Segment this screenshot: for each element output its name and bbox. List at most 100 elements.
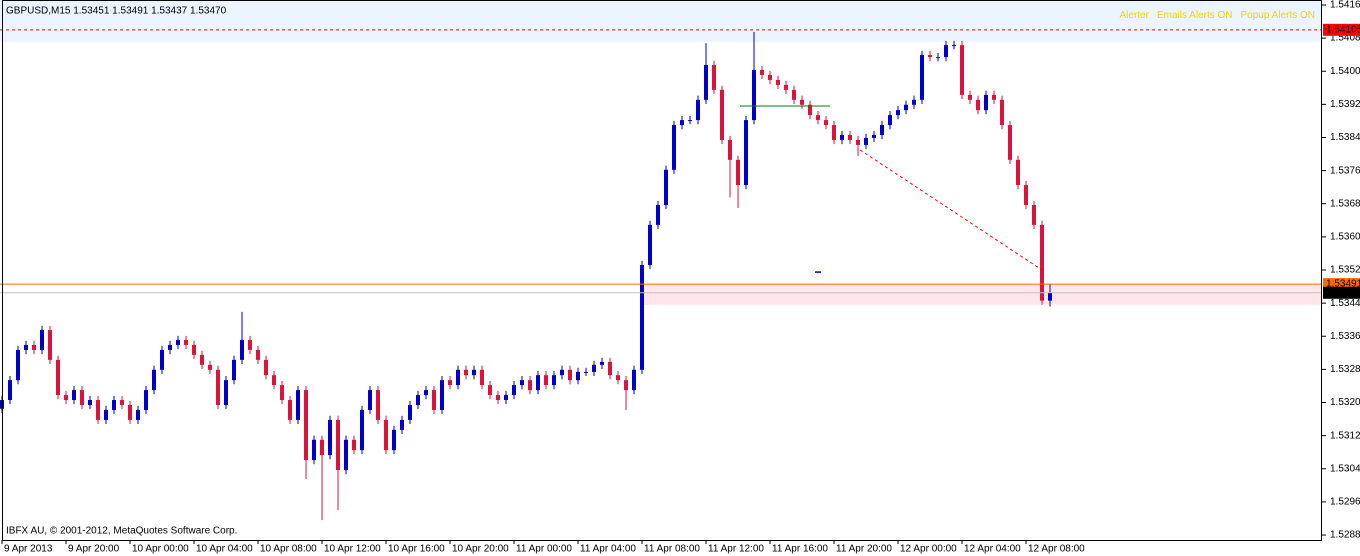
chart-title: GBPUSD,M15 1.53451 1.53491 1.53437 1.534… (6, 6, 227, 17)
candle-body (304, 390, 308, 461)
candle-body (840, 135, 844, 140)
candle-body (296, 390, 300, 420)
candle-body (776, 79, 780, 85)
candle-body (80, 390, 84, 405)
candle-body (336, 419, 340, 471)
candle-body (808, 104, 812, 116)
candle-body (280, 385, 284, 401)
candle-body (256, 349, 260, 360)
candle-body (120, 400, 124, 405)
candle-body (112, 400, 116, 410)
candle-body (656, 204, 660, 225)
candle-body (760, 69, 764, 75)
x-tick-label: 12 Apr 08:00 (1028, 544, 1085, 555)
candle-body (48, 330, 52, 360)
x-tick-label: 10 Apr 08:00 (260, 544, 317, 555)
candle-body (888, 115, 892, 126)
x-tick-label: 10 Apr 12:00 (324, 544, 381, 555)
candle-body (104, 409, 108, 420)
x-tick-label: 10 Apr 00:00 (132, 544, 189, 555)
candle-body (192, 344, 196, 355)
candle-body (40, 330, 44, 350)
candle-body (128, 405, 132, 420)
candle-body (392, 429, 396, 451)
candle-body (736, 159, 740, 186)
candle-body (584, 371, 588, 373)
x-tick-label: 11 Apr 04:00 (580, 544, 636, 555)
candle-body (688, 120, 692, 122)
candle-body (752, 69, 756, 121)
candle-body (344, 439, 348, 471)
candle-body (848, 135, 852, 140)
x-tick-label: 9 Apr 2013 (4, 544, 53, 555)
candle-body (960, 45, 964, 95)
y-tick-label: 1.53125 (1330, 430, 1360, 441)
candle-body (224, 380, 228, 405)
y-tick-label: 1.53605 (1330, 232, 1360, 243)
x-tick-label: 12 Apr 04:00 (964, 544, 1021, 555)
candle-body (240, 339, 244, 360)
candle-body (696, 99, 700, 121)
candle-body (8, 380, 12, 401)
x-tick-label: 10 Apr 16:00 (388, 544, 445, 555)
candle-body (1048, 292, 1052, 301)
candle-body (288, 400, 292, 420)
candle-body (632, 369, 636, 391)
price-label: 1.53470 (1326, 287, 1360, 298)
candle-body (544, 375, 548, 386)
y-tick-label: 1.53925 (1330, 99, 1360, 110)
candle-body (360, 409, 364, 451)
candle-body (672, 125, 676, 170)
y-tick-label: 1.53365 (1330, 331, 1360, 342)
candle-body (640, 265, 644, 370)
candle-body (992, 94, 996, 100)
y-tick-label: 1.52885 (1330, 530, 1360, 541)
candle-body (472, 369, 476, 376)
y-tick-label: 1.52965 (1330, 497, 1360, 508)
price-label-box (1323, 23, 1360, 36)
x-tick-label: 11 Apr 08:00 (644, 544, 700, 555)
candle-body (144, 390, 148, 410)
candles (0, 31, 1052, 521)
y-tick-label: 1.53685 (1330, 198, 1360, 209)
y-tick-label: 1.53205 (1330, 397, 1360, 408)
candle-body (792, 89, 796, 100)
candle-body (664, 169, 668, 205)
candle-body (920, 55, 924, 100)
candle-body (24, 344, 28, 350)
candle-body (448, 380, 452, 386)
candle-body (512, 385, 516, 396)
y-tick-label: 1.53445 (1330, 298, 1360, 309)
candle-body (408, 405, 412, 420)
y-tick-label: 1.53525 (1330, 265, 1360, 276)
price-label-box (1323, 286, 1360, 299)
candle-body (720, 89, 724, 140)
candle-body (824, 120, 828, 126)
candle-body (160, 349, 164, 370)
candle-body (32, 344, 36, 350)
candle-body (232, 359, 236, 381)
candle-body (744, 120, 748, 186)
candle-body (520, 380, 524, 386)
candle-body (384, 419, 388, 451)
x-tick-label: 10 Apr 04:00 (196, 544, 253, 555)
y-tick-label: 1.53845 (1330, 132, 1360, 143)
alert-text: Alerter (1119, 10, 1149, 21)
y-tick-label: 1.53285 (1330, 364, 1360, 375)
x-tick-label: 11 Apr 00:00 (516, 544, 572, 555)
candle-body (936, 57, 940, 59)
candle-body (856, 139, 860, 145)
candle-body (904, 104, 908, 111)
copyright: IBFX AU, © 2001-2012, MetaQuotes Softwar… (6, 526, 237, 537)
candle-body (496, 395, 500, 401)
y-tick-label: 1.54085 (1330, 33, 1360, 44)
candle-body (168, 344, 172, 350)
candle-body (872, 135, 876, 138)
candle-body (216, 369, 220, 405)
candle-body (264, 359, 268, 376)
zone (642, 284, 1322, 305)
candle-body (64, 395, 68, 401)
candle-body (976, 99, 980, 111)
candle-body (440, 380, 444, 410)
x-tick-label: 10 Apr 20:00 (452, 544, 509, 555)
